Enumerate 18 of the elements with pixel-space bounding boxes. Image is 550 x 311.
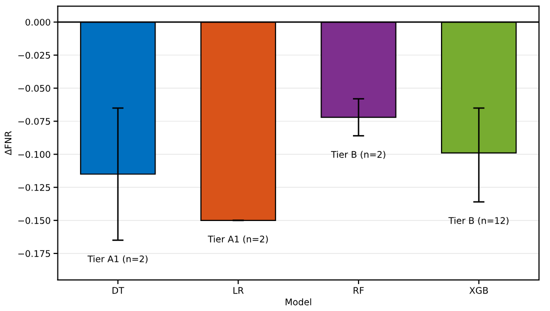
x-tick-label: RF — [354, 287, 364, 294]
x-tick-label: XGB — [469, 287, 488, 294]
y-tick-label: −0.175 — [18, 250, 50, 258]
y-tick-label: −0.100 — [18, 151, 50, 158]
y-tick-label: −0.025 — [18, 52, 50, 59]
y-tick-label: −0.125 — [18, 184, 50, 191]
x-tick-label: DT — [112, 287, 124, 294]
annotation: Tier B (n=12) — [448, 216, 508, 226]
y-tick-label: 0.000 — [26, 18, 50, 26]
x-tick-label: LR — [233, 287, 244, 294]
y-axis-title: ΔFNR — [4, 131, 12, 156]
annotation: Tier A1 (n=2) — [88, 255, 148, 264]
x-axis-title: Model — [286, 298, 312, 306]
y-tick-label: −0.150 — [18, 217, 50, 224]
annotation: Tier B (n=2) — [331, 150, 386, 159]
y-tick-label: −0.075 — [18, 118, 50, 125]
y-tick-label: −0.050 — [18, 84, 50, 92]
annotation: Tier A1 (n=2) — [208, 235, 268, 244]
